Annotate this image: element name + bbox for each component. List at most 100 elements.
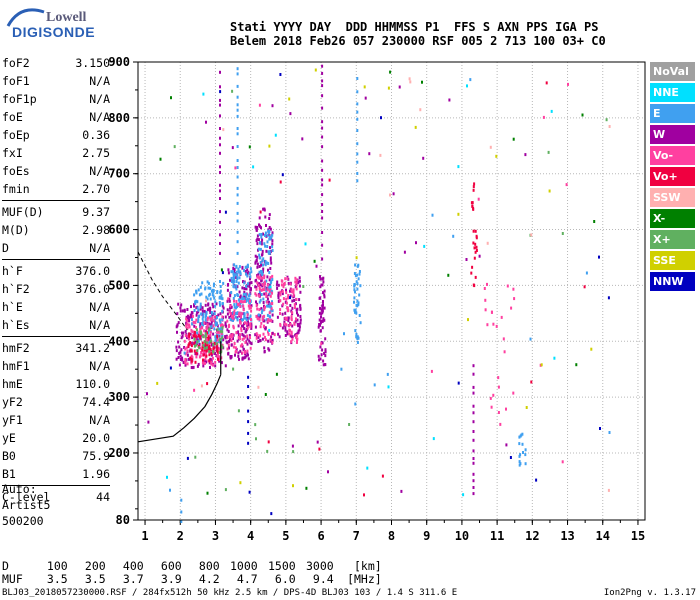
echo-point: [322, 303, 324, 307]
param-value: 341.2: [75, 341, 110, 355]
echo-point: [474, 242, 477, 246]
param-name: fxI: [2, 146, 23, 160]
echo-point: [269, 276, 272, 280]
echo-point: [180, 498, 183, 502]
echo-point: [159, 157, 162, 161]
x-tick-label: 8: [388, 529, 395, 543]
echo-point: [356, 299, 359, 303]
echo-point: [209, 348, 212, 352]
echo-point: [291, 337, 294, 341]
echo-point: [263, 288, 266, 292]
echo-point: [298, 284, 301, 288]
param-name: hmF1: [2, 359, 30, 373]
y-tick-label: 80: [116, 513, 130, 527]
echo-point: [241, 332, 244, 336]
echo-point: [244, 340, 247, 344]
echo-point: [240, 312, 243, 316]
echo-point: [354, 329, 357, 333]
echo-point: [208, 344, 211, 348]
echo-point: [239, 315, 242, 318]
echo-point: [258, 286, 261, 290]
echo-point: [298, 325, 301, 329]
echo-point: [265, 261, 268, 265]
echo-point: [545, 81, 548, 85]
echo-point: [189, 332, 192, 336]
echo-point: [581, 113, 584, 117]
echo-point: [218, 359, 221, 363]
echo-point: [296, 331, 299, 335]
echo-point: [472, 438, 475, 442]
echo-point: [203, 340, 206, 344]
echo-point: [226, 312, 229, 316]
x-tick-label: 13: [560, 529, 574, 543]
echo-point: [232, 274, 235, 278]
echo-point: [219, 127, 221, 130]
echo-point: [146, 392, 148, 396]
echo-point: [540, 363, 543, 367]
echo-point: [505, 407, 507, 411]
echo-point: [250, 309, 253, 313]
echo-point: [204, 357, 207, 361]
echo-point: [233, 309, 236, 313]
echo-point: [186, 308, 189, 311]
echo-point: [217, 313, 220, 317]
echo-point: [263, 284, 266, 288]
echo-point: [363, 493, 365, 497]
echo-point: [219, 70, 221, 74]
echo-point: [319, 306, 321, 310]
echo-point: [256, 262, 259, 266]
echo-point: [243, 336, 246, 340]
echo-point: [204, 318, 207, 322]
echo-point: [219, 114, 221, 118]
echo-point: [235, 265, 238, 269]
echo-point: [200, 332, 203, 336]
echo-point: [254, 285, 257, 289]
echo-point: [235, 284, 238, 288]
echo-point: [231, 89, 234, 93]
parameter-panel: foF2 3.150 foF1 N/A foF1p N/A foE N/A foEp 0.36 fx…: [2, 54, 110, 506]
echo-point: [191, 366, 194, 370]
echo-point: [246, 313, 249, 317]
echo-point: [205, 299, 207, 303]
muf-table-muf-row-cell: 4.7: [236, 572, 258, 586]
echo-point: [302, 285, 305, 288]
echo-point: [193, 337, 196, 341]
echo-point: [284, 334, 287, 337]
param-value: 44: [96, 490, 110, 504]
echo-point: [608, 125, 611, 128]
echo-point: [264, 263, 267, 267]
echo-point: [518, 442, 521, 446]
echo-point: [257, 247, 260, 251]
echo-point: [304, 242, 307, 246]
echo-point: [229, 355, 232, 358]
echo-point: [264, 338, 267, 342]
echo-point: [234, 273, 237, 277]
echo-point: [356, 77, 359, 80]
echo-point: [281, 304, 284, 308]
echo-point: [236, 114, 239, 118]
echo-point: [521, 442, 524, 446]
echo-point: [183, 339, 186, 343]
echo-point: [296, 311, 298, 315]
echo-point: [403, 250, 406, 254]
echo-point: [320, 283, 323, 287]
echo-point: [323, 352, 326, 355]
echo-point: [236, 132, 239, 136]
echo-point: [364, 96, 367, 100]
echo-point: [255, 228, 258, 232]
echo-point: [215, 333, 218, 337]
echo-point: [224, 364, 227, 368]
param-separator: [2, 485, 110, 486]
echo-point: [222, 128, 225, 132]
echo-point: [209, 317, 212, 321]
echo-point: [323, 295, 326, 299]
echo-point: [321, 135, 324, 139]
echo-point: [206, 491, 209, 495]
header-values: Belem 2018 Feb26 057 230000 RSF 005 2 71…: [230, 34, 606, 48]
echo-point: [239, 272, 242, 276]
echo-point: [254, 292, 257, 296]
echo-point: [190, 305, 192, 309]
echo-point: [233, 305, 236, 309]
echo-point: [214, 340, 217, 343]
echo-point: [510, 306, 513, 310]
